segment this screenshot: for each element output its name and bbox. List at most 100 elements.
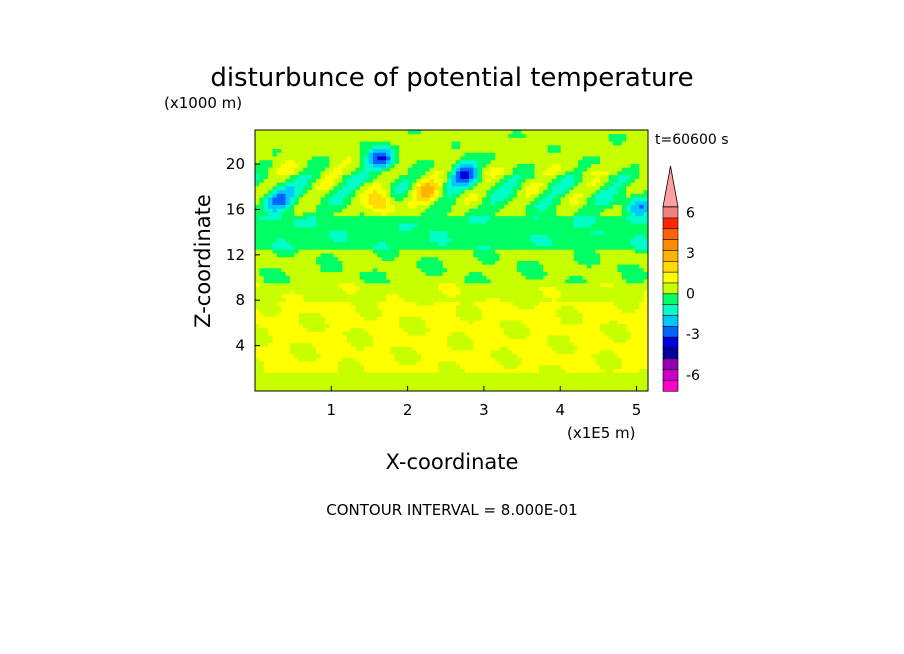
field-cell	[464, 376, 470, 381]
field-cell	[438, 376, 444, 381]
field-cell	[377, 144, 383, 150]
field-cell	[464, 219, 470, 224]
field-cell	[464, 331, 470, 336]
field-cell	[263, 282, 269, 287]
field-cell	[381, 130, 387, 135]
field-cell	[412, 305, 417, 310]
field-cell	[285, 137, 291, 142]
field-cell	[495, 353, 500, 358]
field-cell	[359, 338, 365, 343]
field-cell	[337, 275, 343, 280]
field-cell	[359, 253, 365, 258]
field-cell	[337, 133, 343, 138]
field-cell	[460, 372, 465, 377]
field-cell	[407, 338, 413, 343]
field-cell	[538, 379, 544, 384]
field-cell	[320, 323, 326, 329]
field-cell	[438, 249, 444, 254]
field-cell	[377, 383, 383, 388]
field-cell	[425, 238, 431, 243]
field-cell	[534, 294, 540, 299]
field-cell	[298, 159, 304, 164]
field-cell	[324, 327, 330, 332]
field-cell	[525, 312, 531, 317]
field-cell	[399, 316, 404, 321]
field-cell	[525, 294, 531, 299]
field-cell	[547, 204, 553, 209]
field-cell	[403, 297, 409, 302]
field-cell	[429, 238, 435, 243]
field-cell	[333, 290, 339, 295]
field-cell	[534, 379, 540, 384]
field-cell	[285, 152, 291, 157]
field-cell	[425, 130, 431, 135]
field-cell	[490, 163, 496, 168]
field-cell	[442, 368, 448, 373]
field-cell	[477, 234, 483, 239]
field-cell	[512, 353, 518, 358]
field-cell	[429, 156, 435, 161]
field-cell	[499, 159, 505, 164]
field-cell	[372, 200, 378, 205]
field-cell	[451, 387, 457, 392]
field-cell	[460, 264, 465, 269]
field-cell	[451, 320, 457, 325]
field-cell	[355, 353, 361, 358]
field-cell	[386, 144, 391, 150]
field-cell	[263, 316, 269, 321]
field-cell	[359, 249, 365, 254]
field-cell	[547, 234, 553, 239]
field-cell	[268, 368, 273, 373]
field-cell	[464, 286, 470, 291]
field-cell	[285, 204, 291, 209]
field-cell	[486, 241, 492, 246]
field-cell	[289, 379, 295, 384]
field-cell	[320, 215, 326, 220]
field-cell	[517, 290, 522, 295]
field-cell	[390, 156, 396, 161]
field-cell	[468, 238, 474, 243]
field-cell	[311, 174, 317, 179]
field-cell	[272, 212, 278, 217]
field-cell	[259, 331, 265, 336]
field-cell	[276, 208, 282, 213]
field-cell	[272, 368, 278, 373]
field-cell	[538, 152, 544, 157]
field-cell	[482, 301, 487, 306]
field-cell	[294, 130, 300, 135]
field-cell	[329, 316, 334, 321]
field-cell	[482, 379, 487, 384]
field-cell	[538, 137, 544, 142]
field-cell	[359, 323, 365, 329]
field-cell	[530, 163, 535, 168]
field-cell	[473, 152, 479, 157]
field-cell	[368, 256, 374, 261]
field-cell	[551, 335, 557, 340]
field-cell	[285, 260, 291, 265]
field-cell	[276, 282, 282, 287]
field-cell	[294, 200, 300, 205]
field-cell	[460, 141, 465, 146]
field-cell	[442, 159, 448, 164]
field-cell	[337, 327, 343, 332]
field-cell	[333, 167, 339, 172]
field-cell	[530, 379, 535, 384]
field-cell	[337, 256, 343, 261]
field-cell	[416, 178, 422, 183]
field-cell	[386, 148, 391, 153]
field-cell	[556, 152, 562, 157]
field-cell	[355, 167, 361, 172]
field-cell	[551, 174, 557, 179]
field-cell	[355, 249, 361, 254]
field-cell	[490, 182, 496, 187]
field-cell	[281, 185, 286, 191]
field-cell	[473, 376, 479, 381]
field-cell	[473, 327, 479, 332]
field-cell	[508, 376, 514, 381]
field-cell	[455, 152, 461, 157]
field-cell	[390, 171, 396, 176]
field-cell	[289, 353, 295, 358]
field-cell	[403, 282, 409, 287]
field-cell	[490, 342, 496, 347]
field-cell	[447, 253, 452, 258]
